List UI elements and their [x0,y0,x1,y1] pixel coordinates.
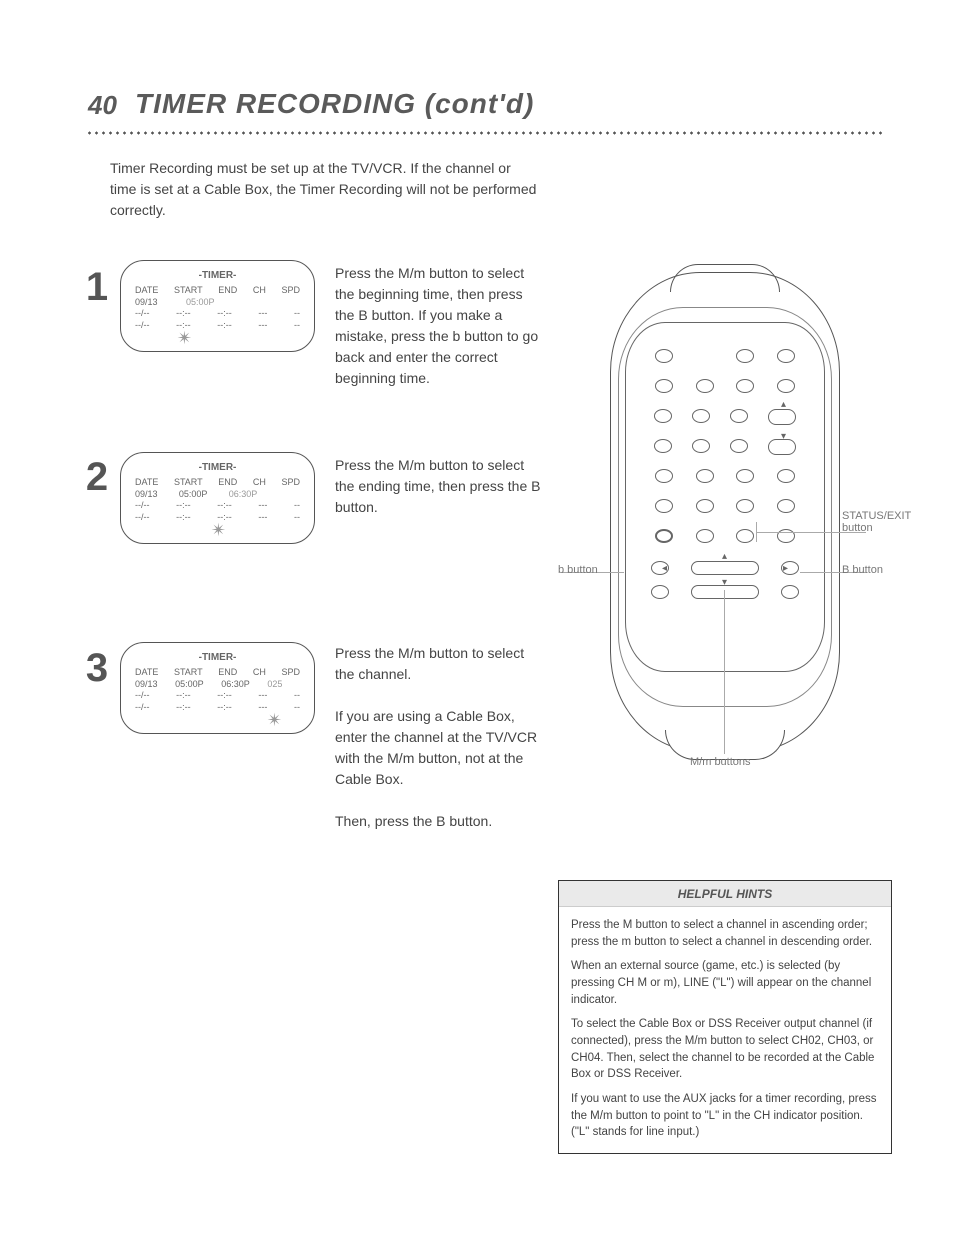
remote-channel-up [768,409,796,425]
remote-diagram: ◂ ▸ ▴ ▾ ▴ ▾ [610,272,840,752]
callout-right-button: B button [842,564,883,576]
remote-row [626,349,824,363]
remote-button [781,585,799,599]
hint-paragraph: Press the M button to select a channel i… [571,917,879,950]
remote-button [655,499,673,513]
remote-button [736,469,754,483]
remote-button [696,529,714,543]
remote-button [655,379,673,393]
helpful-hints-box: HELPFUL HINTS Press the M button to sele… [558,880,892,1154]
remote-row [626,379,824,393]
remote-button [692,409,710,423]
callout-line [756,522,757,542]
step-2-text: Press the M/m button to select the endin… [335,455,545,518]
remote-button [777,379,795,393]
remote-button [654,409,672,423]
callout-line [724,590,725,754]
osd-row: DATE START END CH SPD [131,477,304,489]
osd-title: -TIMER- [131,651,304,664]
callout-status-exit: STATUS/EXIT button [842,510,914,534]
highlight-icon: ✴ [211,519,226,542]
remote-button [696,499,714,513]
step-number-2: 2 [80,455,114,500]
hint-paragraph: When an external source (game, etc.) is … [571,958,879,1008]
page: 40 TIMER RECORDING (cont'd) Timer Record… [0,0,954,1235]
remote-button [692,439,710,453]
hint-paragraph: To select the Cable Box or DSS Receiver … [571,1016,879,1083]
osd-row: --/-- --:-- --:-- --- -- [131,308,304,320]
callout-updown-buttons: M/m buttons [690,756,751,768]
osd-row: 09/13 05:00P 06:30P [131,489,304,501]
remote-status-exit-button [736,529,754,543]
step-1-text: Press the M/m button to select the begin… [335,263,545,389]
remote-button [736,379,754,393]
hint-paragraph: If you want to use the AUX jacks for a t… [571,1091,879,1141]
osd-row: --/-- --:-- --:-- --- -- [131,320,304,332]
osd-screen-1-inner: -TIMER- DATE START END CH SPD 09/13 05:0… [131,269,304,343]
remote-button [655,529,673,543]
osd-screen-3-inner: -TIMER- DATE START END CH SPD 09/13 05:0… [131,651,304,725]
osd-row: DATE START END CH SPD [131,667,304,679]
remote-button [730,409,748,423]
remote-row [626,469,824,483]
up-arrow-icon: ▴ [722,551,727,562]
remote-button [696,469,714,483]
osd-row: 09/13 05:00P [131,297,304,309]
remote-button [654,439,672,453]
remote-up-button [691,561,759,575]
remote-button [655,349,673,363]
remote-button [777,499,795,513]
left-arrow-icon: ◂ [662,563,667,574]
remote-button [696,379,714,393]
highlight-icon: ✴ [177,327,192,350]
step-3-text: Press the M/m button to select the chann… [335,643,545,832]
osd-row: --/-- --:-- --:-- --- -- [131,500,304,512]
osd-screen-1: -TIMER- DATE START END CH SPD 09/13 05:0… [120,260,315,352]
callout-left-button: b button [558,564,598,576]
osd-row: --/-- --:-- --:-- --- -- [131,690,304,702]
intro-paragraph: Timer Recording must be set up at the TV… [110,158,540,221]
up-arrow-icon: ▴ [781,399,786,410]
remote-button [655,469,673,483]
remote-button [777,469,795,483]
remote-face: ◂ ▸ ▴ ▾ ▴ ▾ [625,322,825,672]
step-number-3: 3 [80,646,114,691]
page-number: 40 [88,90,117,121]
osd-title: -TIMER- [131,461,304,474]
hints-body: Press the M button to select a channel i… [559,907,891,1159]
remote-row [626,439,824,455]
remote-button [736,349,754,363]
dotted-rule [86,130,886,136]
remote-button [651,585,669,599]
down-arrow-icon: ▾ [781,431,786,442]
page-title: TIMER RECORDING (cont'd) [135,88,534,120]
remote-row [626,499,824,513]
remote-row [626,409,824,425]
osd-screen-2-inner: -TIMER- DATE START END CH SPD 09/13 05:0… [131,461,304,535]
remote-nav-row [626,561,824,575]
hints-header: HELPFUL HINTS [559,881,891,907]
osd-row: DATE START END CH SPD [131,285,304,297]
right-arrow-icon: ▸ [783,563,788,574]
step-number-1: 1 [80,265,114,310]
remote-button [736,499,754,513]
highlight-icon: ✴ [267,709,282,732]
remote-button [730,439,748,453]
osd-screen-2: -TIMER- DATE START END CH SPD 09/13 05:0… [120,452,315,544]
remote-button [777,349,795,363]
osd-row: 09/13 05:00P 06:30P 025 [131,679,304,691]
osd-screen-3: -TIMER- DATE START END CH SPD 09/13 05:0… [120,642,315,734]
osd-title: -TIMER- [131,269,304,282]
down-arrow-icon: ▾ [722,577,727,588]
